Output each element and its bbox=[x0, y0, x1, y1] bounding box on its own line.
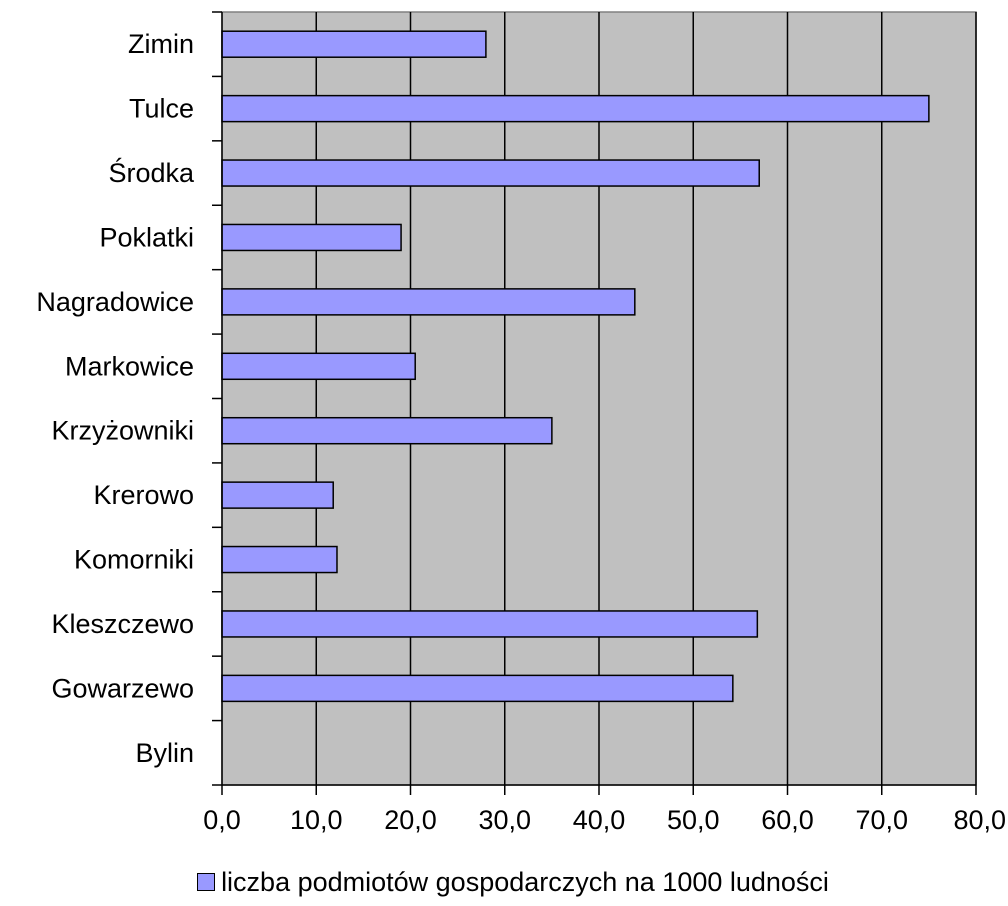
x-tick-label: 40,0 bbox=[573, 805, 626, 835]
category-label: Kleszczewo bbox=[51, 609, 194, 639]
category-label: Bylin bbox=[135, 738, 194, 768]
category-label: Środka bbox=[108, 156, 195, 188]
legend: liczba podmiotów gospodarczych na 1000 l… bbox=[0, 862, 1008, 902]
x-tick-label: 20,0 bbox=[384, 805, 437, 835]
x-tick-labels: 0,0 10,0 20,0 30,0 40,0 50,0 60,0 70,0 80,0 bbox=[203, 805, 1006, 835]
axes bbox=[212, 11, 977, 795]
bar-zimin bbox=[221, 30, 487, 58]
category-label: Gowarzewo bbox=[51, 673, 194, 703]
category-label: Krzyżowniki bbox=[51, 416, 194, 446]
bar-krerowo bbox=[221, 481, 334, 509]
x-tick-label: 70,0 bbox=[855, 805, 908, 835]
x-tick-label: 50,0 bbox=[667, 805, 720, 835]
bar-tulce bbox=[221, 94, 930, 123]
category-label: Tulce bbox=[129, 94, 194, 124]
bars bbox=[221, 30, 930, 703]
category-label: Komorniki bbox=[74, 545, 194, 575]
x-tick-label: 0,0 bbox=[203, 805, 241, 835]
bar-markowice bbox=[221, 352, 416, 381]
bar-gowarzewo bbox=[221, 674, 734, 703]
legend-label: liczba podmiotów gospodarczych na 1000 l… bbox=[221, 866, 829, 897]
category-labels: Zimin Tulce Środka Poklatki Nagradowice Marko… bbox=[36, 29, 195, 768]
category-label: Markowice bbox=[65, 351, 194, 381]
x-tick-label: 10,0 bbox=[290, 805, 343, 835]
bar-komorniki bbox=[221, 545, 338, 574]
x-tick-label: 30,0 bbox=[478, 805, 531, 835]
x-tick-label: 80,0 bbox=[953, 805, 1006, 835]
category-label: Poklatki bbox=[99, 222, 194, 252]
bar-poklatki bbox=[221, 223, 402, 252]
category-label: Nagradowice bbox=[36, 287, 194, 317]
bar-krzyżowniki bbox=[221, 416, 553, 445]
category-label: Krerowo bbox=[93, 480, 194, 510]
bar-środka bbox=[221, 159, 760, 187]
bar-kleszczewo bbox=[221, 610, 759, 638]
category-label: Zimin bbox=[128, 29, 194, 59]
bar-nagradowice bbox=[221, 288, 636, 316]
legend-swatch bbox=[197, 873, 216, 891]
x-tick-label: 60,0 bbox=[761, 805, 814, 835]
gridlines bbox=[315, 12, 977, 785]
